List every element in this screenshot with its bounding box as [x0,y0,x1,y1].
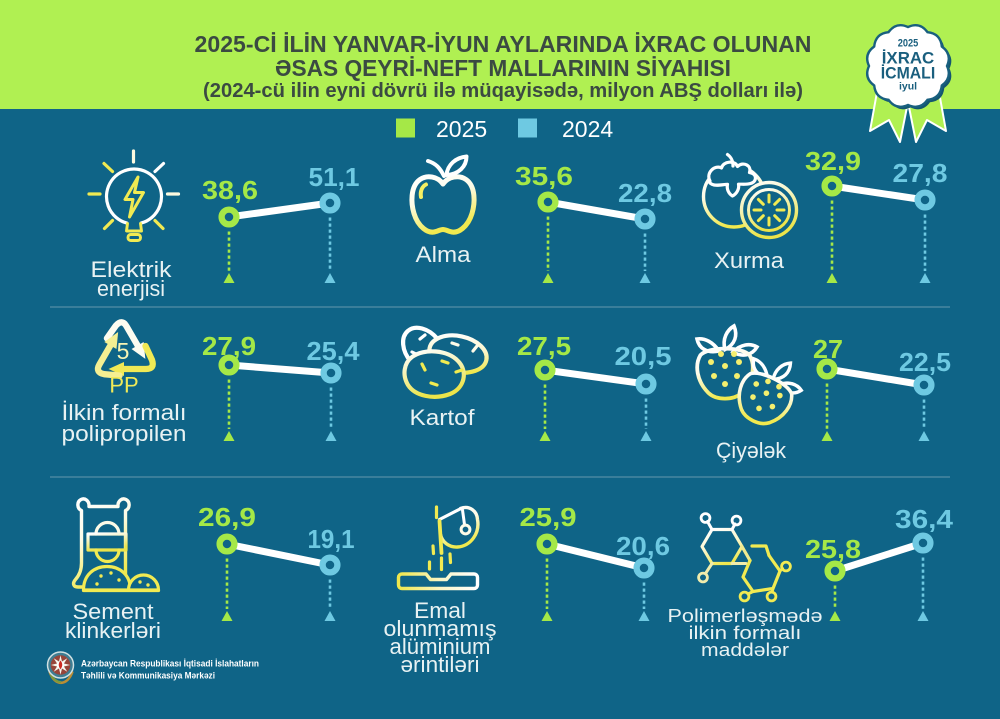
svg-text:ƏSAS QEYRİ-NEFT MALLARININ SİY: ƏSAS QEYRİ-NEFT MALLARININ SİYAHISI [275,55,731,81]
svg-text:20,5: 20,5 [615,341,672,371]
svg-text:25,8: 25,8 [805,534,861,564]
svg-text:klinkerləri: klinkerləri [65,618,161,643]
svg-text:Kartof: Kartof [410,405,476,430]
svg-text:polipropilen: polipropilen [62,421,187,446]
svg-text:35,6: 35,6 [515,161,573,191]
svg-text:27,5: 27,5 [517,331,571,361]
svg-text:İCMALI: İCMALI [881,64,936,83]
svg-text:2025-Cİ İLİN YANVAR-İYUN AYLAR: 2025-Cİ İLİN YANVAR-İYUN AYLARINDA İXRAC… [195,31,812,57]
svg-text:ilkin formalı: ilkin formalı [689,622,802,643]
svg-text:36,4: 36,4 [895,504,954,534]
svg-text:Xurma: Xurma [714,248,785,273]
svg-text:38,6: 38,6 [202,175,258,205]
svg-text:Alma: Alma [416,242,472,267]
svg-text:22,8: 22,8 [618,178,672,208]
svg-text:19,1: 19,1 [308,524,355,554]
svg-text:2024: 2024 [562,116,613,142]
svg-text:maddələr: maddələr [701,639,789,660]
svg-text:İlkin formalı: İlkin formalı [62,400,187,425]
svg-text:alüminium: alüminium [390,634,491,659]
svg-text:51,1: 51,1 [309,162,360,192]
svg-text:Elektrik: Elektrik [91,257,173,282]
svg-text:enerjisi: enerjisi [97,276,165,301]
svg-text:20,6: 20,6 [616,531,670,561]
svg-text:22,5: 22,5 [899,347,951,377]
svg-text:(2024-cü ilin eyni dövrü ilə m: (2024-cü ilin eyni dövrü ilə müqayisədə,… [203,80,803,102]
svg-text:Azərbaycan Respublikası İqtisa: Azərbaycan Respublikası İqtisadi İslahat… [81,659,259,669]
svg-text:27,8: 27,8 [893,158,948,188]
svg-text:Sement: Sement [73,599,154,624]
svg-text:Polimerləşmədə: Polimerləşmədə [668,605,823,626]
svg-text:2025: 2025 [898,38,919,50]
svg-text:PP: PP [109,373,138,398]
svg-text:Emal: Emal [414,598,466,623]
svg-text:Təhlili və Kommunikasiya Mərkə: Təhlili və Kommunikasiya Mərkəzi [81,671,215,681]
svg-text:olunmamış: olunmamış [384,616,497,641]
svg-text:27,9: 27,9 [202,331,256,361]
svg-text:İXRAC: İXRAC [882,49,935,68]
svg-text:27: 27 [813,334,843,364]
svg-text:26,9: 26,9 [198,502,256,532]
svg-text:32,9: 32,9 [805,146,861,176]
svg-text:25,9: 25,9 [520,502,577,532]
svg-text:Çiyələk: Çiyələk [716,438,787,463]
svg-text:5: 5 [117,338,130,364]
svg-text:iyul: iyul [899,81,917,93]
svg-text:ərintiləri: ərintiləri [401,652,480,677]
svg-text:2025: 2025 [436,116,487,142]
svg-text:25,4: 25,4 [307,336,361,366]
